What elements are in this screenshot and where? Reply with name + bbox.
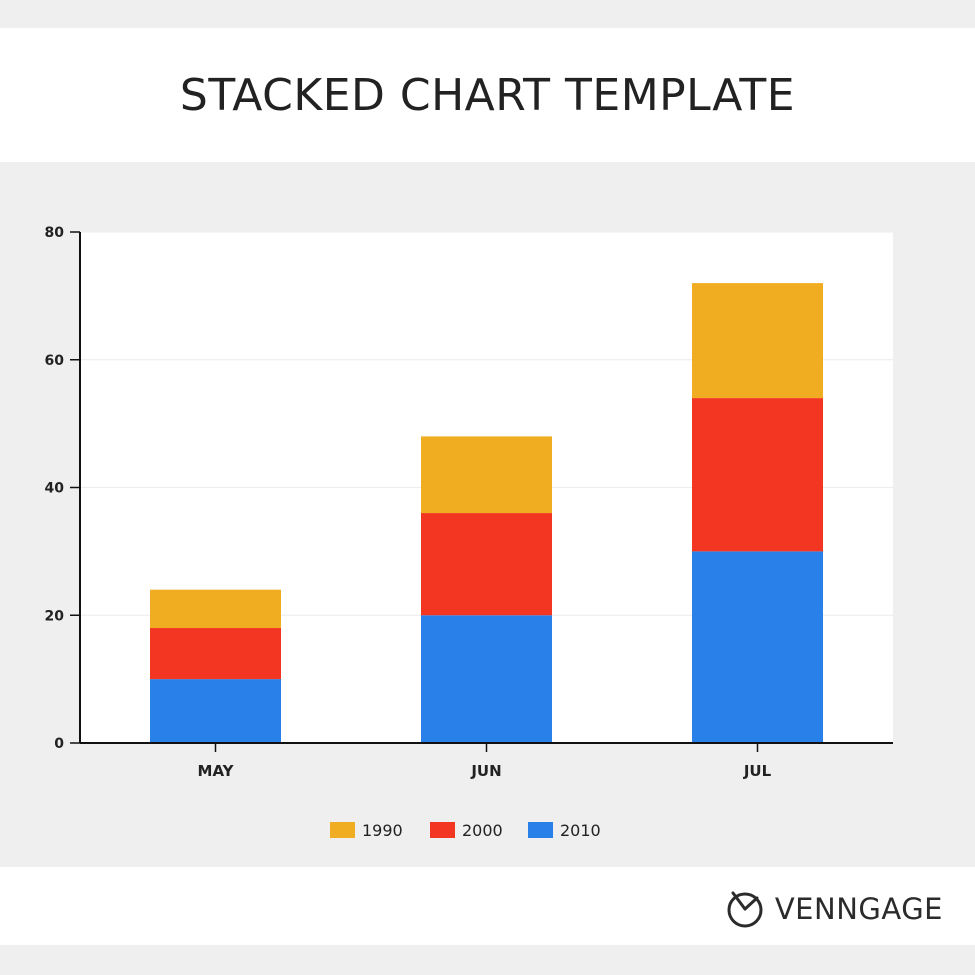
- bar-jul-2010: [692, 551, 823, 743]
- stacked-bar-chart: 0 20 40 60 80 MAY JUN JUL 1990 2000 2010: [45, 225, 893, 840]
- bar-may-2000: [150, 628, 281, 680]
- y-tick-label: 60: [45, 353, 65, 369]
- x-tick-label: MAY: [198, 762, 235, 780]
- y-tick-label: 0: [54, 736, 64, 752]
- bar-jun-2010: [421, 615, 552, 743]
- x-tick-label: JUL: [743, 762, 772, 780]
- bar-may-2010: [150, 679, 281, 743]
- x-tick-label: JUN: [470, 762, 501, 780]
- title-band: STACKED CHART TEMPLATE: [0, 28, 975, 162]
- legend-swatch-1990: [330, 822, 355, 838]
- page-title: STACKED CHART TEMPLATE: [179, 69, 796, 121]
- y-tick-label: 80: [45, 225, 65, 241]
- footer-band: VENNGAGE: [0, 867, 975, 945]
- legend-label-1990: 1990: [362, 821, 403, 840]
- brand-name: VENNGAGE: [774, 892, 943, 926]
- bar-jun-2000: [421, 513, 552, 616]
- y-tick-label: 20: [45, 608, 65, 624]
- legend-swatch-2000: [430, 822, 455, 838]
- bar-jul-2000: [692, 398, 823, 552]
- brand: VENNGAGE: [725, 889, 943, 929]
- bar-jun-1990: [421, 436, 552, 514]
- bar-may-1990: [150, 589, 281, 629]
- legend-swatch-2010: [528, 822, 553, 838]
- bar-jul-1990: [692, 283, 823, 399]
- venngage-logo-icon: [727, 891, 763, 928]
- y-tick-label: 40: [45, 481, 65, 497]
- legend-label-2010: 2010: [560, 821, 601, 840]
- chart-area: 0 20 40 60 80 MAY JUN JUL 1990 2000 2010: [0, 162, 975, 867]
- legend-label-2000: 2000: [462, 821, 503, 840]
